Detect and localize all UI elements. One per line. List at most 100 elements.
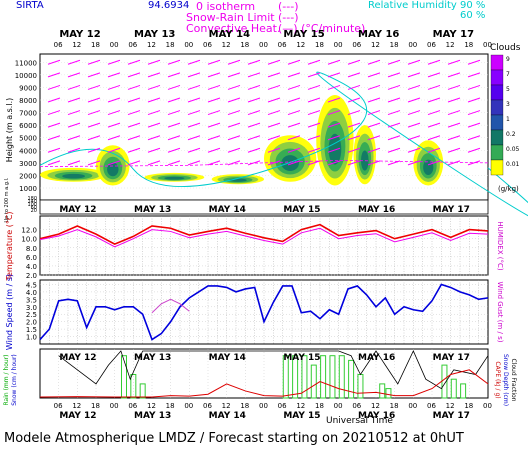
cloud-legend-swatch bbox=[490, 144, 504, 161]
wind-arrow bbox=[327, 97, 341, 103]
cloud-legend-swatch bbox=[490, 69, 504, 86]
hour-tick-bottom: 18 bbox=[91, 402, 100, 410]
wind-axis-label: Wind Speed (m / s) bbox=[5, 274, 14, 350]
wind-arrow bbox=[367, 97, 381, 103]
wind-arrow bbox=[147, 135, 161, 141]
wind-arrow bbox=[247, 110, 261, 116]
rain-bar bbox=[348, 359, 355, 399]
cloud-legend-label: 7 bbox=[506, 71, 510, 78]
wind-arrow bbox=[87, 72, 101, 78]
day-label-bottom: MAY 12 bbox=[59, 411, 96, 421]
wind-arrow bbox=[347, 147, 361, 153]
wind-tick-label: 2.5 bbox=[26, 311, 37, 319]
wind-arrow bbox=[207, 97, 221, 103]
day-label-bottom: MAY 16 bbox=[358, 411, 395, 421]
wind-arrow bbox=[347, 84, 361, 90]
day-label-top: MAY 14 bbox=[209, 29, 250, 40]
wind-arrow bbox=[447, 110, 461, 116]
day-label-top: MAY 12 bbox=[59, 29, 100, 40]
wind-arrow bbox=[447, 122, 461, 128]
wind-arrow bbox=[107, 110, 121, 116]
wind-arrow bbox=[367, 147, 381, 153]
low-tick-label: 140 bbox=[27, 199, 37, 205]
hour-tick-bottom: 12 bbox=[296, 402, 305, 410]
wind-arrow bbox=[407, 122, 421, 128]
height-tick-label: 9000 bbox=[19, 84, 37, 92]
wind-arrow bbox=[167, 147, 181, 153]
wind-arrow bbox=[67, 72, 81, 78]
hour-tick-top: 06 bbox=[203, 41, 212, 49]
day-label-bottom: MAY 15 bbox=[283, 411, 320, 421]
wind-series-0 bbox=[39, 283, 489, 341]
wind-arrow bbox=[127, 122, 141, 128]
wind-arrow bbox=[427, 147, 441, 153]
wind-arrow bbox=[347, 122, 361, 128]
wind-arrow bbox=[127, 110, 141, 116]
hour-tick-top: 00 bbox=[483, 41, 492, 49]
wind-arrow bbox=[167, 122, 181, 128]
wind-arrow bbox=[427, 160, 441, 166]
hour-tick-bottom: 18 bbox=[166, 402, 175, 410]
rain-bar bbox=[292, 355, 299, 399]
wind-arrow bbox=[447, 59, 461, 65]
wind-arrow bbox=[87, 110, 101, 116]
wind-arrow bbox=[107, 97, 121, 103]
wind-arrow bbox=[307, 122, 321, 128]
wind-arrow bbox=[387, 97, 401, 103]
wind-arrow bbox=[207, 135, 221, 141]
rain-bar bbox=[301, 355, 308, 399]
cloud-legend-swatch bbox=[490, 129, 504, 146]
wind-tick-label: 4.0 bbox=[26, 289, 37, 297]
day-label-mid: MAY 16 bbox=[358, 205, 395, 215]
hour-tick-top: 18 bbox=[464, 41, 473, 49]
wind-arrow bbox=[307, 84, 321, 90]
wind-arrow bbox=[407, 110, 421, 116]
wind-arrow bbox=[67, 160, 81, 166]
temperature-series-0 bbox=[39, 223, 489, 246]
day-label-mid: MAY 15 bbox=[283, 205, 320, 215]
cloud-fraction-axis-label: Cloud Fraction bbox=[510, 359, 517, 402]
wind-arrow bbox=[247, 160, 261, 166]
cloud-blob bbox=[62, 173, 86, 179]
convective-key: (—) (°C/minute) bbox=[278, 22, 366, 35]
forecast-title: Modele Atmospherique LMDZ / Forecast sta… bbox=[4, 431, 464, 446]
cloud-blob bbox=[164, 176, 185, 180]
wind-arrow bbox=[87, 84, 101, 90]
temperature-tick-label: 2.0 bbox=[26, 272, 37, 280]
wind-arrow bbox=[127, 97, 141, 103]
hour-tick-top: 12 bbox=[296, 41, 305, 49]
wind-tick-label: 1.5 bbox=[26, 326, 37, 334]
wind-arrow bbox=[47, 135, 61, 141]
wind-arrow bbox=[127, 72, 141, 78]
wind-arrow bbox=[147, 59, 161, 65]
rain-bar bbox=[310, 364, 317, 399]
wind-arrow bbox=[207, 110, 221, 116]
hour-tick-top: 06 bbox=[427, 41, 436, 49]
wind-arrow bbox=[167, 160, 181, 166]
hour-tick-top: 18 bbox=[91, 41, 100, 49]
wind-arrow bbox=[307, 160, 321, 166]
humidex-axis-label: HUMIDEX (°C) bbox=[496, 221, 504, 270]
hour-tick-bottom: 06 bbox=[427, 402, 436, 410]
snow-depth-axis-label: Snow Depth (cm) bbox=[502, 354, 509, 406]
wind-arrow bbox=[87, 147, 101, 153]
height-tick-label: 1000 bbox=[19, 185, 37, 193]
wind-arrow bbox=[307, 97, 321, 103]
wind-arrow bbox=[407, 135, 421, 141]
wind-arrow bbox=[467, 160, 481, 166]
hour-tick-bottom: 18 bbox=[390, 402, 399, 410]
wind-arrow bbox=[287, 110, 301, 116]
hour-tick-bottom: 00 bbox=[259, 402, 268, 410]
day-label-top: MAY 17 bbox=[433, 29, 474, 40]
rain-bar bbox=[460, 383, 467, 399]
wind-arrow bbox=[207, 72, 221, 78]
hour-tick-bottom: 00 bbox=[408, 402, 417, 410]
hour-tick-bottom: 06 bbox=[278, 402, 287, 410]
wind-arrow bbox=[67, 147, 81, 153]
day-label-mid: MAY 13 bbox=[134, 205, 171, 215]
wind-arrow bbox=[387, 160, 401, 166]
cloud-legend-title: Clouds bbox=[490, 43, 521, 53]
wind-arrow bbox=[187, 97, 201, 103]
wind-arrow bbox=[107, 84, 121, 90]
